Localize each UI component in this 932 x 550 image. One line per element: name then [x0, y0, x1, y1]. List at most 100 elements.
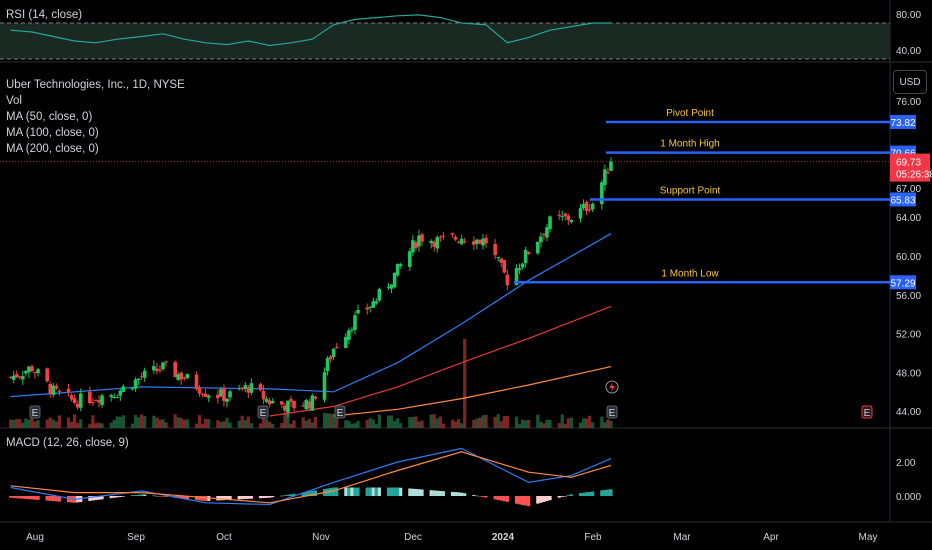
candle-body [371, 301, 376, 308]
volume-bar [396, 418, 400, 428]
volume-bar [344, 420, 348, 428]
candle-body [258, 384, 263, 390]
candle-body [118, 390, 123, 396]
price-tick-label: 56.00 [896, 291, 921, 302]
volume-bar [12, 419, 16, 428]
macd-histogram-bar [560, 496, 564, 497]
macd-histogram-bar [121, 496, 125, 497]
macd-histogram-bar [332, 487, 336, 496]
macd-histogram-bar [502, 496, 506, 502]
volume-bar [152, 415, 156, 428]
macd-line [10, 447, 612, 506]
candle-body [475, 239, 479, 244]
macd-histogram-bar [307, 491, 311, 496]
macd-histogram-bar [453, 492, 458, 496]
legend-ma200[interactable]: MA (200, close, 0) [6, 143, 99, 155]
candle-body [453, 236, 458, 240]
macd-histogram-bar [30, 496, 34, 500]
volume-bar [301, 417, 305, 428]
candle-body [566, 215, 571, 221]
macd-histogram-bar [435, 490, 439, 496]
macd-tick-label: 0.000 [896, 492, 921, 503]
candle-body [526, 252, 531, 254]
candle-body [267, 400, 272, 405]
macd-histogram-bar [578, 493, 583, 496]
macd-histogram-bar [399, 487, 403, 496]
candle-body [557, 214, 561, 216]
level-label: 1 Month High [660, 139, 719, 150]
legend-ma50[interactable]: MA (50, close, 0) [6, 111, 93, 123]
candle-body [438, 236, 443, 238]
macd-pane [9, 447, 613, 507]
volume-bar [408, 417, 412, 428]
volume-bar [524, 420, 528, 428]
macd-histogram-bar [88, 496, 92, 501]
currency-button[interactable]: USD [893, 70, 927, 94]
volume-bar [24, 418, 28, 428]
moving-averages [10, 233, 612, 417]
candle-body [264, 398, 269, 402]
volume-bar [261, 417, 266, 428]
macd-histogram-bar [289, 494, 293, 496]
candle-body [158, 369, 162, 371]
macd-histogram-bar [118, 496, 122, 498]
candle-body [243, 385, 248, 389]
volume-bar [57, 415, 61, 428]
macd-histogram-bar [539, 496, 543, 503]
volume-bar [246, 416, 250, 428]
candle-body [411, 240, 415, 253]
candle-body [301, 405, 305, 407]
macd-histogram-bar [201, 496, 205, 501]
macd-histogram-bar [137, 494, 141, 496]
volume-bar [441, 423, 445, 428]
volume-bar [435, 418, 439, 428]
candle-body [307, 401, 312, 409]
volume-bar [374, 423, 378, 428]
macd-histogram-bar [417, 489, 421, 496]
time-tick-label: Oct [216, 532, 232, 543]
macd-histogram-bar [542, 496, 546, 502]
candle-body [88, 391, 92, 404]
macd-histogram-bar [283, 495, 287, 496]
candles [8, 157, 613, 418]
macd-histogram-bar [152, 495, 156, 497]
candle-body [578, 208, 583, 219]
volume-bar [566, 418, 570, 428]
volume-bar [130, 423, 135, 428]
volume-bar [18, 419, 22, 428]
candle-body [328, 356, 333, 360]
candle-body [100, 395, 104, 406]
volume-bar [450, 419, 455, 428]
candle-body [72, 398, 77, 403]
macd-histogram-bar [133, 495, 138, 496]
macd-histogram-bar [243, 496, 247, 499]
volume-bar [249, 423, 253, 428]
macd-histogram-bar [472, 495, 476, 496]
macd-histogram-bar [301, 492, 305, 496]
symbol-title[interactable]: Uber Technologies, Inc., 1D, NYSE [6, 79, 185, 91]
volume-bar [603, 422, 607, 428]
time-tick-label: Nov [312, 532, 330, 543]
macd-histogram-bar [606, 489, 610, 496]
candle-body [548, 216, 552, 230]
candle-body [219, 389, 223, 397]
candle-body [17, 376, 22, 378]
macd-histogram-bar [520, 496, 525, 505]
candle-body [286, 400, 290, 413]
rsi-tick-label: 40.00 [896, 46, 921, 57]
candle-body [36, 369, 40, 374]
macd-histogram-bar [155, 495, 159, 497]
legend-ma100[interactable]: MA (100, close, 0) [6, 127, 99, 139]
legend-vol[interactable]: Vol [6, 95, 22, 107]
macd-histogram-bar [389, 487, 394, 496]
volume-bar [493, 416, 497, 428]
volume-bar [386, 415, 391, 428]
candle-body [325, 358, 330, 372]
candle-body [493, 244, 497, 256]
candle-body [353, 315, 357, 331]
candle-body [560, 216, 565, 218]
candle-body [350, 329, 354, 331]
candle-body [78, 393, 83, 408]
